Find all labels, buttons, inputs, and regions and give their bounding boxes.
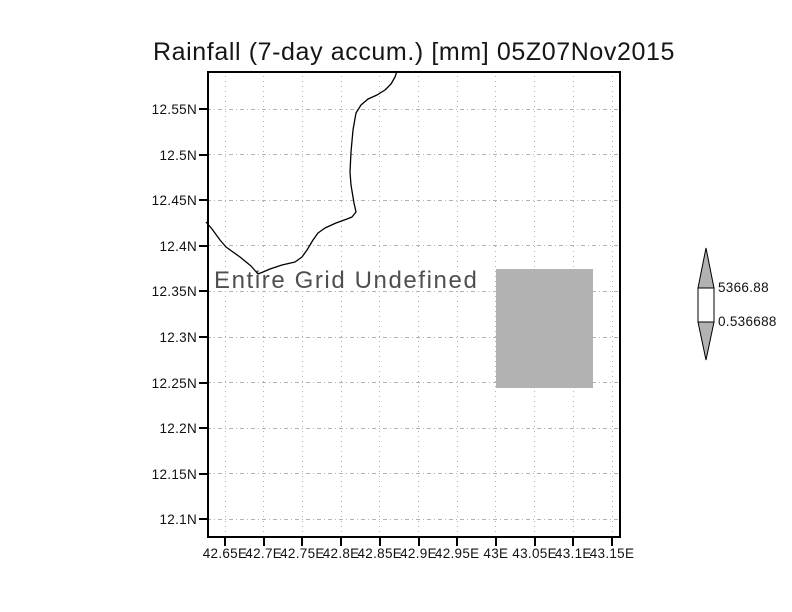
colorbar-max-value: 5366.88 xyxy=(718,280,769,295)
x-tick-label: 42.9E xyxy=(400,546,437,561)
y-tick-label: 12.5N xyxy=(159,147,197,163)
y-tick-label: 12.25N xyxy=(151,375,197,391)
x-tick-mark xyxy=(224,538,226,546)
x-tick-label: 43.05E xyxy=(512,546,557,561)
y-gridline xyxy=(207,154,621,156)
coastline-path xyxy=(205,70,398,275)
y-tick-label: 12.3N xyxy=(159,330,197,345)
x-gridline xyxy=(495,71,497,538)
x-tick-label: 42.65E xyxy=(202,546,248,561)
y-tick-mark xyxy=(199,427,207,430)
map-frame xyxy=(207,71,621,538)
x-tick-label: 43E xyxy=(483,546,509,561)
x-gridline xyxy=(340,71,342,538)
y-gridline xyxy=(207,518,621,520)
x-tick-mark xyxy=(611,538,613,546)
y-gridline xyxy=(207,473,621,475)
y-tick-mark xyxy=(199,108,207,110)
y-tick-mark xyxy=(199,290,207,293)
y-tick-label: 12.35N xyxy=(151,284,197,300)
x-tick-label: 42.7E xyxy=(245,546,283,561)
y-tick-mark xyxy=(199,153,207,156)
y-tick-label: 12.4N xyxy=(159,238,197,254)
plot-title: Rainfall (7-day accum.) [mm] 05Z07Nov201… xyxy=(152,38,676,66)
x-tick-mark xyxy=(262,538,265,546)
shaded-grid-cell xyxy=(496,269,593,388)
y-tick-mark xyxy=(199,336,207,338)
y-gridline xyxy=(207,427,621,429)
y-tick-label: 12.15N xyxy=(151,466,197,482)
x-gridline xyxy=(418,71,419,538)
x-tick-mark xyxy=(340,538,343,546)
x-tick-mark xyxy=(301,538,304,546)
y-gridline xyxy=(207,108,621,110)
x-tick-label: 42.95E xyxy=(434,546,480,561)
x-tick-mark xyxy=(572,538,575,546)
y-tick-mark xyxy=(199,518,207,521)
x-tick-label: 43.1E xyxy=(554,546,592,561)
x-tick-label: 42.75E xyxy=(280,546,325,561)
x-gridline xyxy=(379,71,381,538)
y-gridline xyxy=(207,382,621,384)
colorbar-min-value: 0.536688 xyxy=(718,314,777,329)
y-tick-label: 12.55N xyxy=(151,102,197,117)
colorbar-box xyxy=(697,287,715,323)
x-gridline xyxy=(456,71,458,538)
x-tick-label: 42.85E xyxy=(357,546,403,561)
colorbar-upper-arrow xyxy=(697,247,715,289)
x-tick-mark xyxy=(417,538,420,546)
y-tick-mark xyxy=(199,472,207,475)
x-gridline xyxy=(263,71,265,538)
y-tick-label: 12.45N xyxy=(151,193,197,209)
x-tick-label: 42.8E xyxy=(322,546,360,561)
x-tick-label: 43.15E xyxy=(589,546,635,561)
y-tick-mark xyxy=(199,244,207,247)
x-gridline xyxy=(611,71,613,538)
x-tick-mark xyxy=(533,538,536,546)
y-tick-mark xyxy=(199,199,207,202)
x-gridline xyxy=(224,71,226,538)
y-gridline xyxy=(207,199,621,201)
colorbar-lower-arrow xyxy=(697,321,715,361)
y-gridline xyxy=(207,336,621,338)
y-tick-label: 12.2N xyxy=(159,421,197,437)
x-gridline xyxy=(301,71,303,538)
y-gridline xyxy=(207,290,621,292)
x-tick-mark xyxy=(378,538,381,546)
entire-grid-undefined-text: Entire Grid Undefined xyxy=(214,267,479,294)
y-tick-mark xyxy=(199,381,207,384)
x-tick-mark xyxy=(456,538,459,546)
y-gridline xyxy=(207,245,621,247)
x-tick-mark xyxy=(494,538,497,546)
y-tick-label: 12.1N xyxy=(159,512,197,528)
